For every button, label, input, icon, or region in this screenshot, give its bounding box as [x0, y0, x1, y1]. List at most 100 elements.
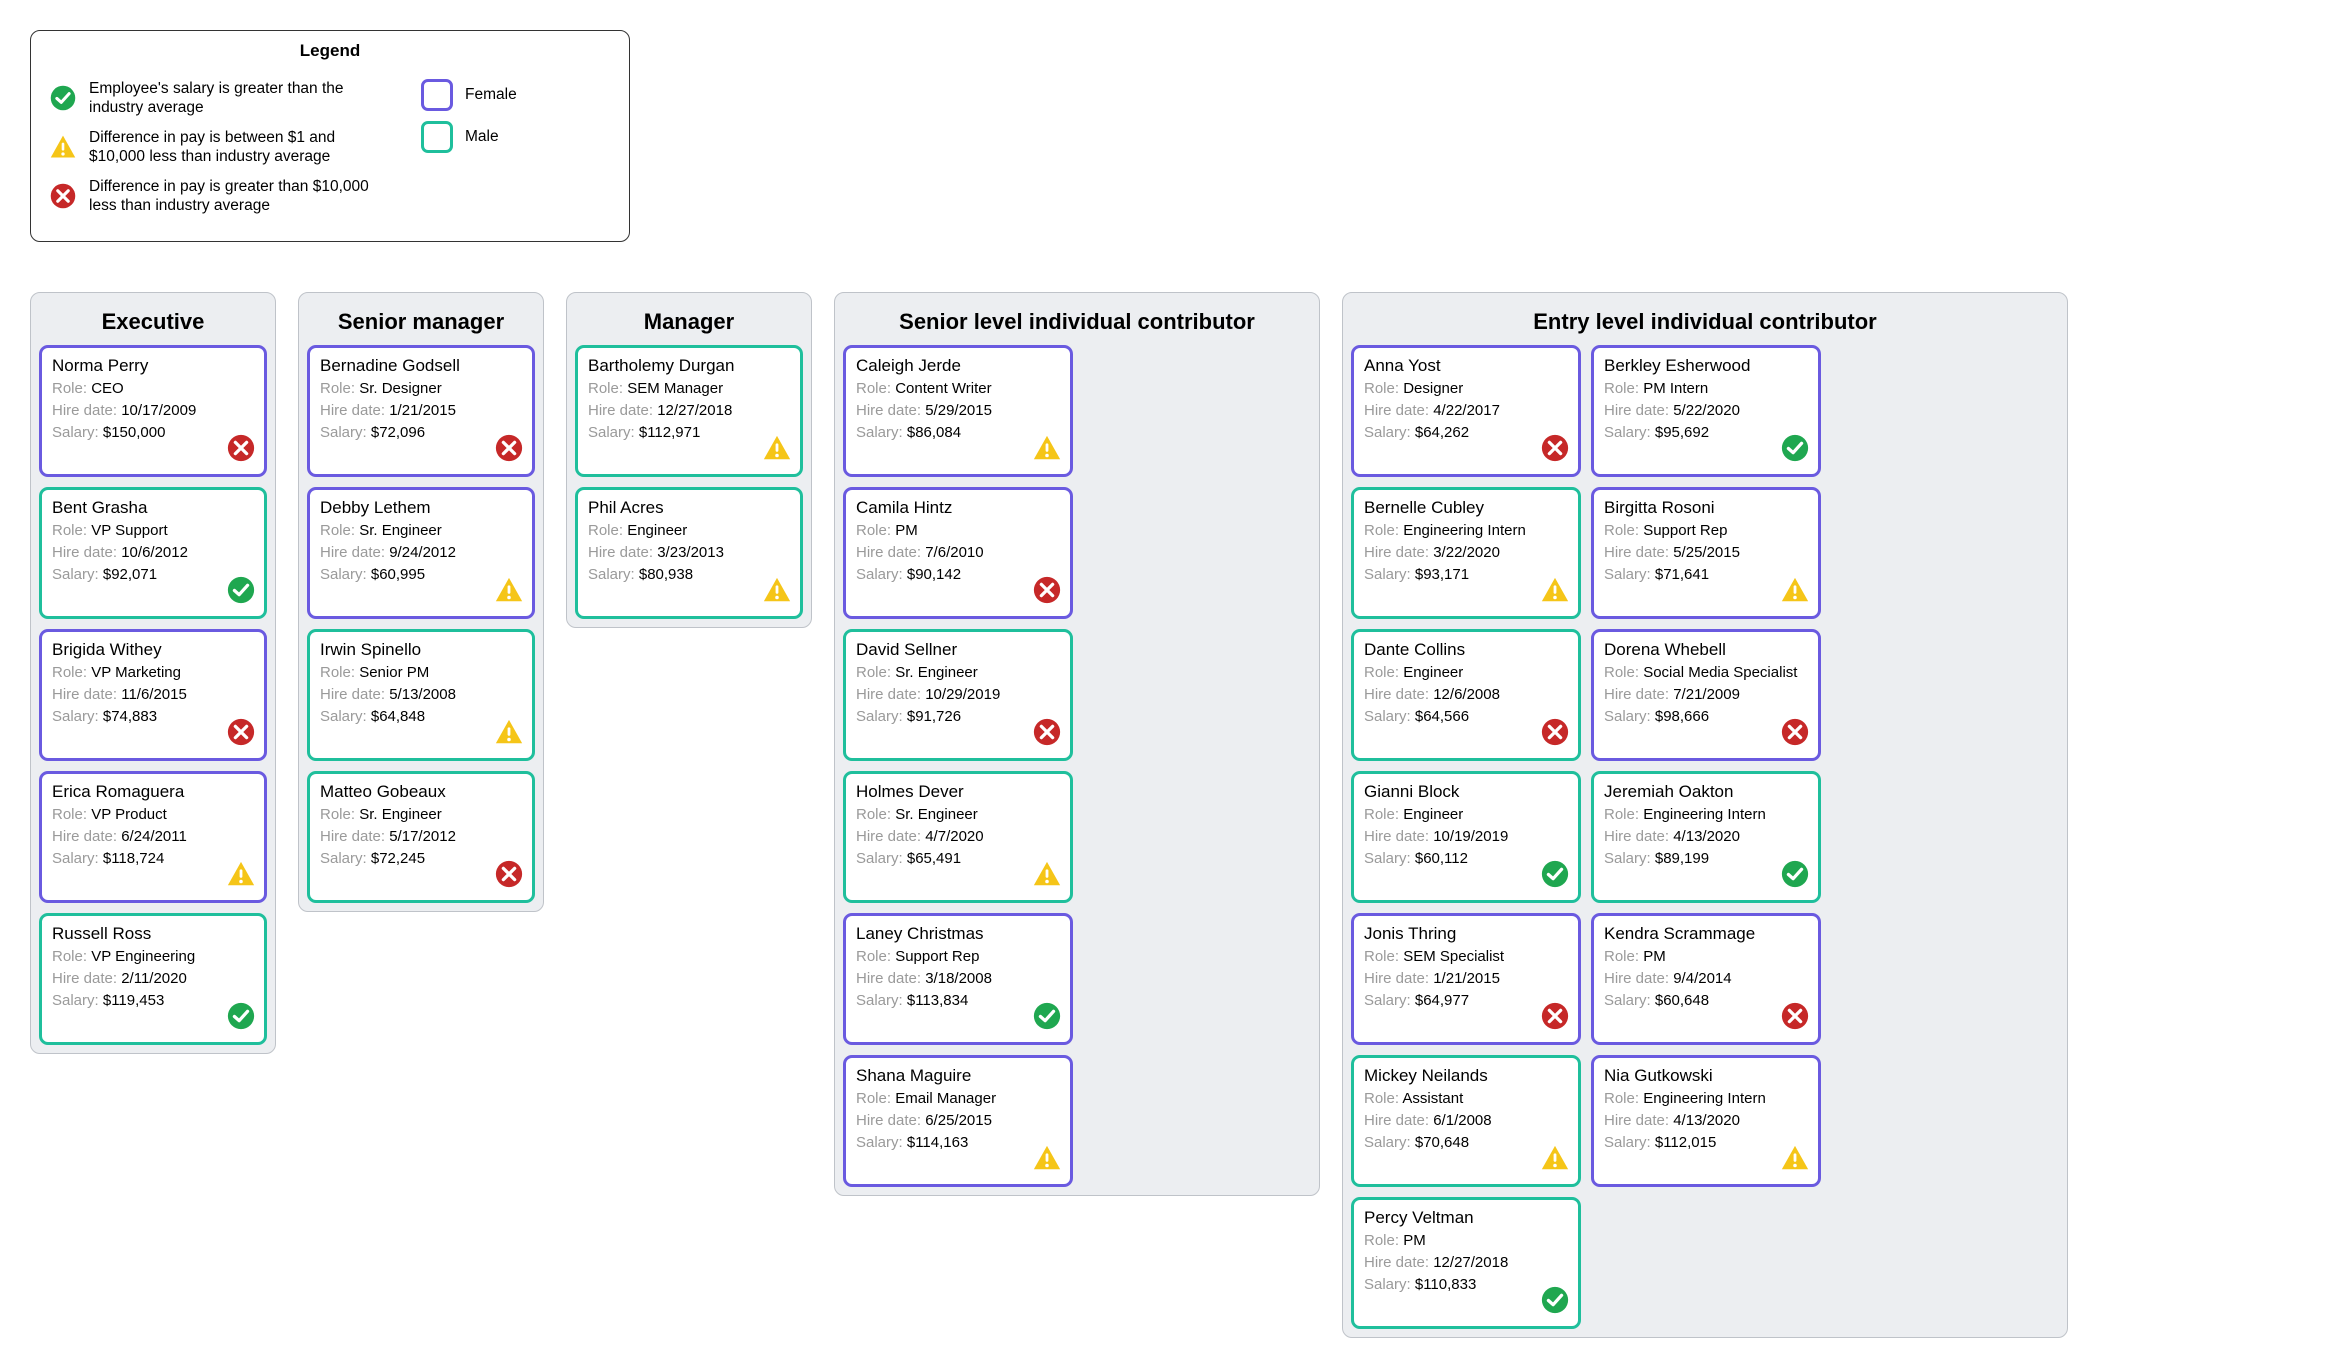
employee-card[interactable]: Berkley EsherwoodRole: PM InternHire dat… — [1591, 345, 1821, 477]
warning-triangle-icon — [762, 433, 792, 463]
employee-card[interactable]: Caleigh JerdeRole: Content WriterHire da… — [843, 345, 1073, 477]
employee-salary: Salary: $119,453 — [52, 990, 254, 1012]
employee-card[interactable]: Nia GutkowskiRole: Engineering InternHir… — [1591, 1055, 1821, 1187]
employee-name: Russell Ross — [52, 924, 254, 944]
field-label: Role: — [1604, 522, 1639, 539]
employee-card[interactable]: Shana MaguireRole: Email ManagerHire dat… — [843, 1055, 1073, 1187]
field-label: Salary: — [1604, 708, 1651, 725]
status-icon — [1780, 717, 1810, 752]
field-value: $98,666 — [1655, 708, 1709, 725]
employee-salary: Salary: $93,171 — [1364, 564, 1568, 586]
employee-card[interactable]: Mickey NeilandsRole: AssistantHire date:… — [1351, 1055, 1581, 1187]
warning-triangle-icon — [1032, 859, 1062, 889]
field-label: Salary: — [320, 850, 367, 867]
employee-card[interactable]: Bernadine GodsellRole: Sr. DesignerHire … — [307, 345, 535, 477]
status-icon — [1540, 1143, 1570, 1178]
warning-triangle-icon — [494, 717, 524, 747]
field-label: Salary: — [856, 1134, 903, 1151]
employee-card[interactable]: Holmes DeverRole: Sr. EngineerHire date:… — [843, 771, 1073, 903]
field-label: Role: — [52, 806, 87, 823]
status-icon — [1032, 1001, 1062, 1036]
field-label: Role: — [1364, 806, 1399, 823]
employee-card[interactable]: David SellnerRole: Sr. EngineerHire date… — [843, 629, 1073, 761]
field-label: Hire date: — [1604, 686, 1669, 703]
employee-card[interactable]: Dante CollinsRole: EngineerHire date: 12… — [1351, 629, 1581, 761]
employee-card[interactable]: Gianni BlockRole: EngineerHire date: 10/… — [1351, 771, 1581, 903]
field-value: Engineering Intern — [1643, 1090, 1766, 1107]
employee-card[interactable]: Bernelle CubleyRole: Engineering InternH… — [1351, 487, 1581, 619]
field-label: Hire date: — [1364, 970, 1429, 987]
legend-gender-label: Male — [465, 127, 611, 146]
employee-salary: Salary: $114,163 — [856, 1132, 1060, 1154]
status-icon — [226, 859, 256, 894]
legend-status-row: Difference in pay is between $1 and $10,… — [49, 128, 391, 167]
employee-name: Bartholemy Durgan — [588, 356, 790, 376]
employee-card[interactable]: Jonis ThringRole: SEM SpecialistHire dat… — [1351, 913, 1581, 1045]
status-icon — [494, 433, 524, 468]
employee-card[interactable]: Camila HintzRole: PMHire date: 7/6/2010S… — [843, 487, 1073, 619]
employee-card[interactable]: Jeremiah OaktonRole: Engineering InternH… — [1591, 771, 1821, 903]
legend-status-text: Difference in pay is greater than $10,00… — [89, 177, 391, 216]
employee-card[interactable]: Birgitta RosoniRole: Support RepHire dat… — [1591, 487, 1821, 619]
field-label: Salary: — [1364, 1134, 1411, 1151]
employee-hire-date: Hire date: 12/6/2008 — [1364, 684, 1568, 706]
field-value: $89,199 — [1655, 850, 1709, 867]
employee-card[interactable]: Bent GrashaRole: VP SupportHire date: 10… — [39, 487, 267, 619]
column: Senior managerBernadine GodsellRole: Sr.… — [298, 292, 544, 912]
employee-salary: Salary: $60,112 — [1364, 848, 1568, 870]
employee-role: Role: VP Product — [52, 804, 254, 826]
employee-salary: Salary: $64,566 — [1364, 706, 1568, 728]
field-value: Email Manager — [895, 1090, 996, 1107]
legend-status-row: Employee's salary is greater than the in… — [49, 79, 391, 118]
employee-salary: Salary: $98,666 — [1604, 706, 1808, 728]
field-value: Sr. Engineer — [895, 806, 978, 823]
field-label: Role: — [320, 380, 355, 397]
field-value: Designer — [1403, 380, 1463, 397]
field-label: Salary: — [52, 708, 99, 725]
x-circle-icon — [494, 859, 524, 889]
field-label: Role: — [856, 522, 891, 539]
field-value: PM — [1643, 948, 1666, 965]
legend-gender-row: Male — [421, 121, 611, 153]
field-label: Hire date: — [1604, 828, 1669, 845]
field-value: 4/13/2020 — [1673, 1112, 1740, 1129]
field-value: $71,641 — [1655, 566, 1709, 583]
employee-card[interactable]: Russell RossRole: VP EngineeringHire dat… — [39, 913, 267, 1045]
employee-card[interactable]: Erica RomagueraRole: VP ProductHire date… — [39, 771, 267, 903]
employee-hire-date: Hire date: 7/21/2009 — [1604, 684, 1808, 706]
legend-status-text: Difference in pay is between $1 and $10,… — [89, 128, 391, 167]
employee-name: Bent Grasha — [52, 498, 254, 518]
field-label: Hire date: — [1364, 402, 1429, 419]
employee-hire-date: Hire date: 4/7/2020 — [856, 826, 1060, 848]
employee-card[interactable]: Anna YostRole: DesignerHire date: 4/22/2… — [1351, 345, 1581, 477]
field-label: Hire date: — [1364, 686, 1429, 703]
employee-card[interactable]: Matteo GobeauxRole: Sr. EngineerHire dat… — [307, 771, 535, 903]
employee-name: Gianni Block — [1364, 782, 1568, 802]
field-label: Hire date: — [856, 686, 921, 703]
field-label: Role: — [1604, 1090, 1639, 1107]
field-label: Salary: — [1364, 424, 1411, 441]
x-circle-icon — [494, 433, 524, 463]
employee-card[interactable]: Brigida WitheyRole: VP MarketingHire dat… — [39, 629, 267, 761]
employee-role: Role: Content Writer — [856, 378, 1060, 400]
legend-gender-row: Female — [421, 79, 611, 111]
field-value: $64,848 — [371, 708, 425, 725]
status-icon — [1032, 433, 1062, 468]
field-value: 6/25/2015 — [925, 1112, 992, 1129]
field-label: Role: — [52, 664, 87, 681]
field-label: Salary: — [1364, 992, 1411, 1009]
legend-title: Legend — [49, 41, 611, 61]
employee-card[interactable]: Kendra ScrammageRole: PMHire date: 9/4/2… — [1591, 913, 1821, 1045]
employee-card[interactable]: Bartholemy DurganRole: SEM ManagerHire d… — [575, 345, 803, 477]
employee-card[interactable]: Norma PerryRole: CEOHire date: 10/17/200… — [39, 345, 267, 477]
field-value: 7/6/2010 — [925, 544, 983, 561]
employee-card[interactable]: Laney ChristmasRole: Support RepHire dat… — [843, 913, 1073, 1045]
employee-card[interactable]: Irwin SpinelloRole: Senior PMHire date: … — [307, 629, 535, 761]
field-value: 3/18/2008 — [925, 970, 992, 987]
field-value: $64,977 — [1415, 992, 1469, 1009]
x-circle-icon — [1540, 433, 1570, 463]
employee-card[interactable]: Debby LethemRole: Sr. EngineerHire date:… — [307, 487, 535, 619]
employee-card[interactable]: Phil AcresRole: EngineerHire date: 3/23/… — [575, 487, 803, 619]
employee-card[interactable]: Dorena WhebellRole: Social Media Special… — [1591, 629, 1821, 761]
employee-card[interactable]: Percy VeltmanRole: PMHire date: 12/27/20… — [1351, 1197, 1581, 1329]
